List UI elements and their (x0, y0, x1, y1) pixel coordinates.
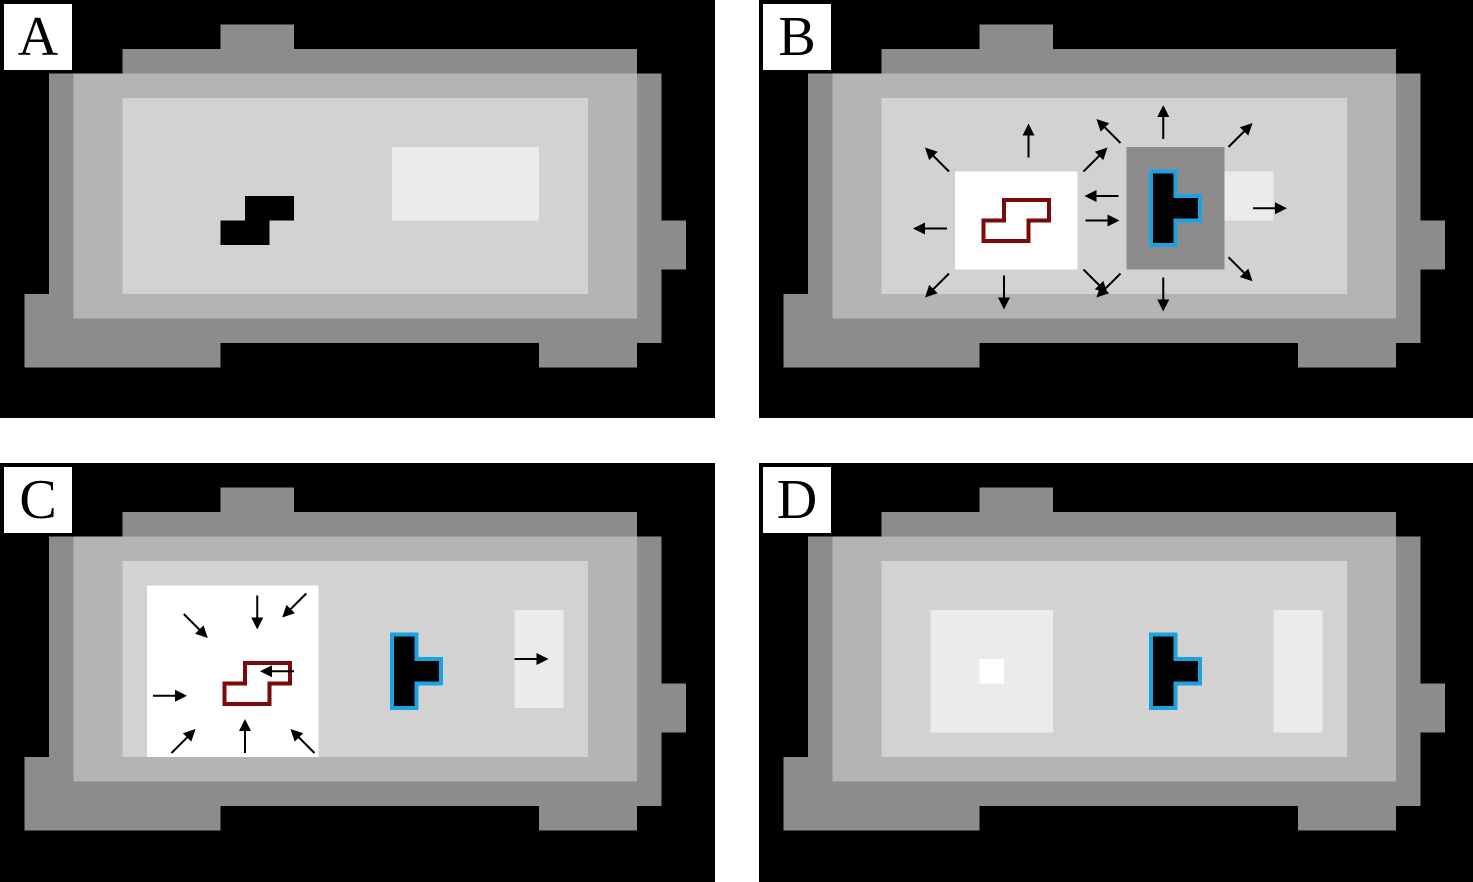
arrow-head (175, 689, 187, 702)
region-cell (24, 806, 221, 831)
arrow-head (182, 728, 196, 742)
arrow-head (290, 728, 304, 742)
arrow-head (1239, 122, 1253, 136)
arrow-head (195, 625, 208, 639)
region-cell (783, 806, 980, 831)
peak (392, 147, 539, 221)
peak-center (979, 659, 1004, 684)
region-cell (783, 781, 1421, 806)
region-cell (539, 806, 637, 831)
region (783, 24, 1445, 368)
hole (245, 196, 294, 221)
region-cell (220, 487, 294, 512)
region-cell (220, 24, 294, 49)
region-cell (24, 343, 221, 368)
arrow-head (1157, 299, 1170, 312)
arrow-head (251, 617, 264, 630)
blue-outline (1149, 632, 1202, 710)
arrow-head (239, 719, 251, 731)
arrow-head (913, 222, 925, 235)
red-outline (981, 198, 1051, 243)
arrow-head (924, 284, 938, 298)
arrow-head (1096, 118, 1110, 132)
arrow-head (1275, 202, 1287, 215)
blue-outline (1149, 169, 1202, 247)
active-region (955, 171, 1078, 270)
region-cell (1298, 343, 1396, 368)
peak (1224, 171, 1274, 221)
region-cell (24, 318, 662, 343)
region-cell (979, 24, 1053, 49)
panel-c-label: C (4, 467, 72, 533)
region-cell (881, 512, 1396, 537)
red-outline (222, 661, 292, 706)
arrow-head (998, 297, 1010, 310)
region-cell (24, 781, 662, 806)
region-cell (979, 487, 1053, 512)
peak (1273, 610, 1323, 733)
panel-b-grid (783, 24, 1445, 368)
panel-d-grid (783, 487, 1445, 831)
region-cell (122, 512, 637, 537)
region (783, 487, 1445, 831)
blue-outline (390, 632, 443, 710)
panel-c: C (0, 463, 715, 882)
panel-b: B (759, 0, 1473, 418)
arrow-head (1096, 284, 1110, 298)
region (24, 487, 686, 831)
arrow-head (1239, 268, 1253, 282)
hole (220, 220, 270, 245)
panel-a-label: A (4, 4, 72, 70)
arrow-head (1094, 147, 1108, 161)
arrow-head (1084, 190, 1097, 202)
panel-a: A (0, 0, 715, 418)
region-cell (783, 318, 1421, 343)
panel-a-grid (24, 24, 686, 368)
panel-d-label: D (763, 467, 831, 533)
region-cell (122, 49, 637, 74)
region (24, 24, 686, 368)
arrow-head (260, 665, 272, 678)
arrow-head (924, 147, 938, 161)
arrow-head (282, 604, 295, 618)
arrow-head (536, 653, 549, 665)
arrow-head (1107, 214, 1120, 227)
region-cell (881, 49, 1396, 74)
region-cell (783, 343, 980, 368)
region-cell (1298, 806, 1396, 831)
panel-b-label: B (763, 4, 831, 70)
arrow-head (1022, 123, 1035, 136)
region-cell (539, 343, 637, 368)
arrow-head (1157, 105, 1170, 117)
panel-d: D (759, 463, 1473, 882)
panel-c-grid (24, 487, 686, 831)
